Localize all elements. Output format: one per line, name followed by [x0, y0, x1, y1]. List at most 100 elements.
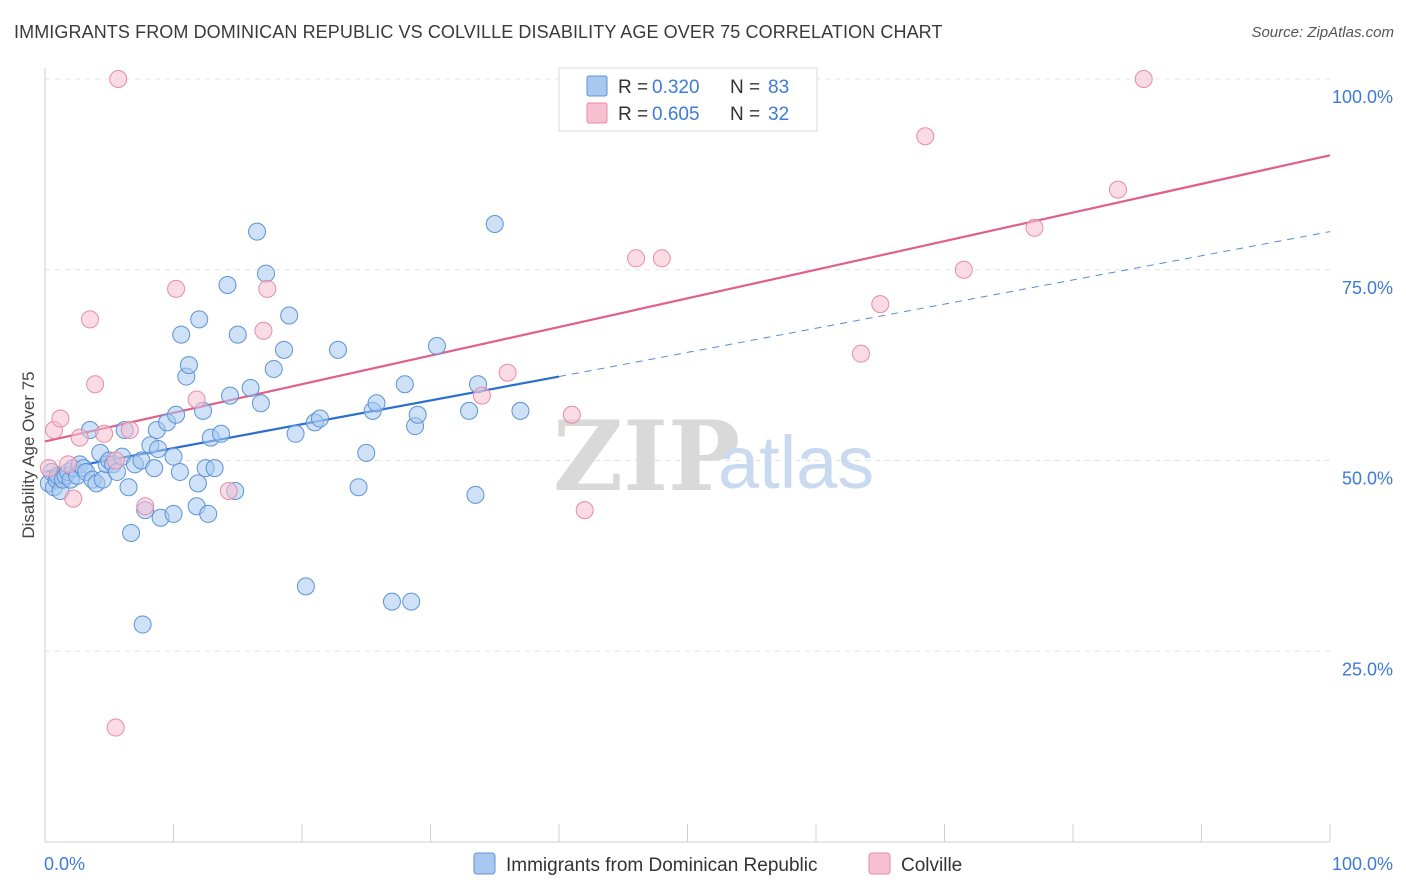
- series-legend: Immigrants from Dominican Republic Colvi…: [473, 852, 962, 876]
- data-point-dominican-republic: [349, 478, 368, 497]
- y-tick-label: 25.0%: [1342, 659, 1393, 679]
- watermark-atlas: atlas: [718, 421, 874, 504]
- data-point-dominican-republic: [172, 325, 191, 344]
- data-point-dominican-republic: [460, 401, 479, 420]
- legend-swatch-pink: [586, 102, 608, 124]
- data-point-colville: [627, 249, 646, 268]
- data-point-colville: [167, 279, 186, 298]
- data-point-dominican-republic: [485, 214, 504, 233]
- data-point-colville: [472, 386, 491, 405]
- data-point-dominican-republic: [367, 394, 386, 413]
- data-point-dominican-republic: [170, 462, 189, 481]
- data-point-colville: [106, 718, 125, 737]
- legend-n-value-pink: 32: [768, 104, 789, 125]
- data-point-dominican-republic: [310, 409, 329, 428]
- legend-n-label-blue: N =: [730, 77, 760, 98]
- data-point-colville: [498, 363, 517, 382]
- data-point-colville: [954, 260, 973, 279]
- data-point-dominican-republic: [264, 359, 283, 378]
- data-point-dominican-republic: [382, 592, 401, 611]
- data-point-dominican-republic: [228, 325, 247, 344]
- data-point-colville: [106, 451, 125, 470]
- y-tick-label: 100.0%: [1332, 87, 1393, 107]
- data-point-colville: [39, 459, 58, 478]
- trend-extension-dominican-republic: [558, 231, 1331, 378]
- gridlines: [45, 78, 1330, 652]
- data-point-colville: [136, 497, 155, 516]
- data-point-dominican-republic: [164, 504, 183, 523]
- legend-swatch-dominican-republic: [473, 852, 496, 875]
- data-point-colville: [258, 279, 277, 298]
- data-point-dominican-republic: [205, 459, 224, 478]
- data-point-dominican-republic: [241, 379, 260, 398]
- data-point-colville: [575, 501, 594, 520]
- data-point-dominican-republic: [119, 478, 138, 497]
- data-point-dominican-republic: [357, 443, 376, 462]
- legend-swatch-blue: [586, 75, 608, 97]
- data-point-dominican-republic: [221, 386, 240, 405]
- data-point-dominican-republic: [218, 276, 237, 295]
- data-point-dominican-republic: [408, 405, 427, 424]
- data-point-colville: [64, 489, 83, 508]
- data-point-dominican-republic: [395, 375, 414, 394]
- data-point-dominican-republic: [251, 394, 270, 413]
- data-point-dominican-republic: [248, 222, 267, 241]
- data-point-dominican-republic: [190, 310, 209, 329]
- data-point-colville: [1025, 218, 1044, 237]
- source-credit: Source: ZipAtlas.com: [1251, 24, 1394, 41]
- data-point-colville: [120, 420, 139, 439]
- legend-r-value-pink: 0.605: [652, 104, 700, 125]
- data-point-dominican-republic: [280, 306, 299, 325]
- x-tick-label-min: 0.0%: [44, 854, 85, 874]
- data-point-colville: [1108, 180, 1127, 199]
- legend-label-colville: Colville: [901, 855, 962, 876]
- y-tick-label: 75.0%: [1342, 278, 1393, 298]
- data-point-dominican-republic: [188, 474, 207, 493]
- data-point-colville: [562, 405, 581, 424]
- legend-r-label-pink: R =: [618, 104, 648, 125]
- data-point-colville: [187, 390, 206, 409]
- data-point-colville: [86, 375, 105, 394]
- data-point-colville: [95, 424, 114, 443]
- data-point-dominican-republic: [427, 337, 446, 356]
- legend-swatch-colville: [868, 852, 891, 875]
- y-tick-label: 50.0%: [1342, 469, 1393, 489]
- data-point-dominican-republic: [164, 447, 183, 466]
- data-point-dominican-republic: [328, 340, 347, 359]
- data-point-dominican-republic: [257, 264, 276, 283]
- data-point-colville: [51, 409, 70, 428]
- data-point-colville: [254, 321, 273, 340]
- legend-r-value-blue: 0.320: [652, 77, 700, 98]
- data-point-dominican-republic: [212, 424, 231, 443]
- data-point-colville: [1134, 70, 1153, 88]
- data-point-dominican-republic: [275, 340, 294, 359]
- x-tick-label-max: 100.0%: [1332, 854, 1393, 874]
- data-point-colville: [851, 344, 870, 363]
- data-point-dominican-republic: [145, 459, 164, 478]
- data-point-dominican-republic: [149, 440, 168, 459]
- data-point-dominican-republic: [122, 523, 141, 542]
- data-point-dominican-republic: [199, 504, 218, 523]
- chart-title: IMMIGRANTS FROM DOMINICAN REPUBLIC VS CO…: [14, 22, 943, 42]
- legend-r-label-blue: R =: [618, 77, 648, 98]
- axes: [44, 68, 1331, 843]
- legend-label-dominican-republic: Immigrants from Dominican Republic: [506, 855, 818, 876]
- series-colville-points: [39, 70, 1153, 737]
- data-point-colville: [80, 310, 99, 329]
- trend-line-colville: [44, 154, 1331, 443]
- data-point-dominican-republic: [179, 356, 198, 375]
- series-dominican-republic-points: [39, 214, 530, 634]
- data-point-colville: [652, 249, 671, 268]
- data-point-dominican-republic: [466, 485, 485, 504]
- data-point-colville: [70, 428, 89, 447]
- data-point-dominican-republic: [296, 577, 315, 596]
- legend-n-label-pink: N =: [730, 104, 760, 125]
- data-point-colville: [109, 70, 128, 88]
- watermark-zip: ZIP: [553, 400, 740, 513]
- y-tick-labels: 25.0% 50.0% 75.0% 100.0%: [1332, 87, 1393, 679]
- data-point-dominican-republic: [133, 615, 152, 634]
- legend-n-value-blue: 83: [768, 77, 789, 98]
- data-point-dominican-republic: [402, 592, 421, 611]
- data-point-colville: [871, 295, 890, 314]
